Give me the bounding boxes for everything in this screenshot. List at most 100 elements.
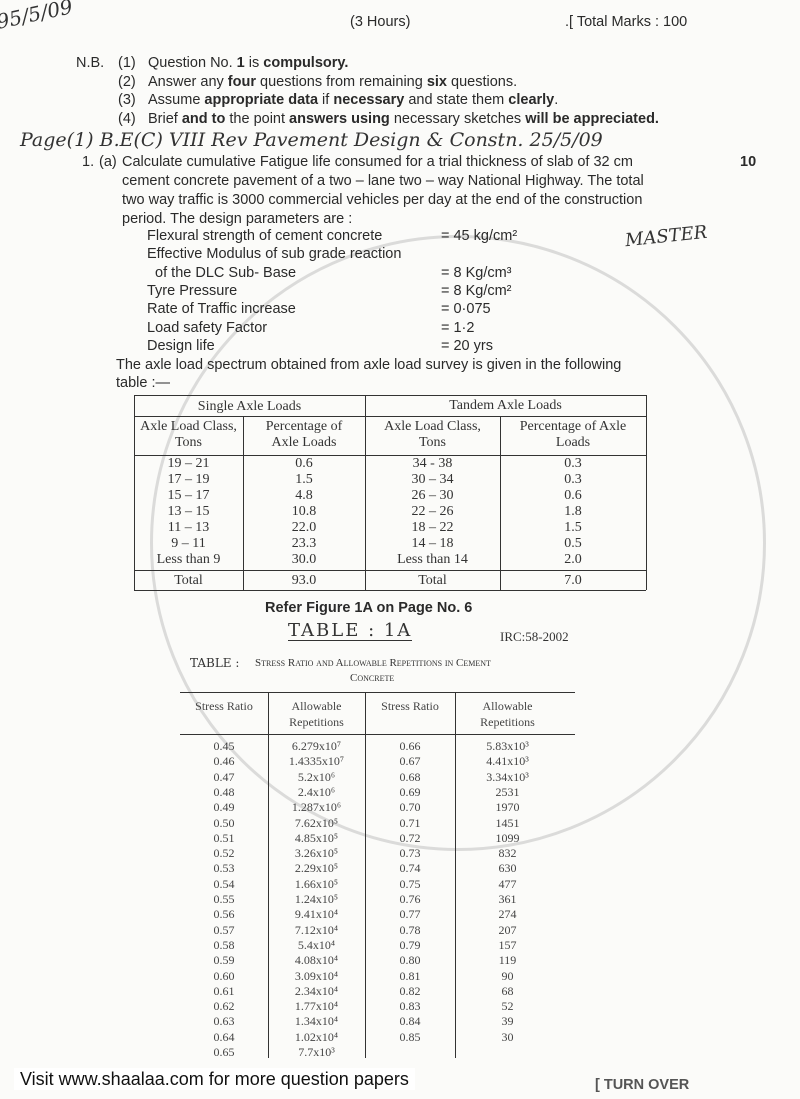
table-cell: 1.24x10⁵: [294, 892, 339, 906]
table-cell: 0.46: [213, 754, 235, 769]
table-cell: 2.29x10⁵: [294, 861, 339, 876]
question-line: period. The design parameters are :: [122, 211, 353, 227]
nb-label: N.B.: [76, 55, 105, 71]
table-cell: 2.0: [564, 552, 582, 567]
table-cell: 22 – 26: [411, 504, 454, 519]
question-marks: 10: [740, 154, 757, 170]
table-cell: 23.3: [291, 536, 317, 551]
table-cell: 14 – 18: [411, 536, 454, 551]
table-1a-label: TABLE : 1A: [288, 620, 413, 641]
question-line: Calculate cumulative Fatigue life consum…: [122, 154, 633, 170]
table-cell: 0.49: [213, 800, 235, 815]
column-header: Tons: [174, 435, 203, 450]
parameter-label: Design life: [147, 337, 215, 354]
table-cell: 0.75: [399, 876, 421, 891]
table-cell: 68: [501, 983, 514, 998]
parameter-label: Effective Modulus of sub grade reaction: [147, 246, 402, 263]
table-cell: 832: [498, 846, 517, 861]
table-cell: 39: [501, 1014, 514, 1029]
column-header: Repetitions: [289, 715, 344, 729]
instruction-text: Answer any four questions from remaining…: [148, 73, 518, 90]
table-rule: [134, 416, 646, 417]
table-cell: 0.57: [213, 922, 235, 937]
instruction-text: Question No. 1 is compulsory.: [148, 56, 348, 71]
table-cell: 0.60: [213, 968, 235, 983]
table-cell: 0.54: [213, 876, 235, 891]
instruction-fragment: clearly: [508, 92, 555, 108]
table-cell: 0.64: [213, 1029, 235, 1044]
table-cell: 34 - 38: [412, 456, 453, 471]
table-cell: 1970: [495, 800, 520, 815]
table-cell: 0.58: [213, 937, 235, 952]
table-cell: 0.3: [564, 456, 582, 471]
column-header: Tons: [418, 435, 447, 450]
footer-link[interactable]: Visit www.shaalaa.com for more question …: [14, 1068, 415, 1090]
table-cell: 0.47: [213, 769, 235, 784]
stress-table-prefix: TABLE :: [190, 656, 240, 670]
instruction-fragment: six: [426, 73, 448, 90]
table-rule: [180, 692, 575, 693]
table-cell: 0.82: [399, 983, 421, 998]
table-cell: 207: [498, 922, 517, 937]
table-cell: 4.8: [295, 488, 313, 503]
table-cell: 0.51: [213, 830, 235, 845]
question-line: table :—: [116, 375, 170, 391]
column-header: Allowable: [291, 699, 342, 713]
table-cell: 7.62x10⁵: [294, 815, 339, 830]
table-cell: 0.79: [399, 937, 421, 952]
table-cell: 0.55: [213, 892, 235, 906]
question-line: two way traffic is 3000 commercial vehic…: [122, 192, 643, 208]
table-cell: 18 – 22: [411, 520, 454, 535]
parameter-value: = 8 Kg/cm³: [441, 264, 512, 281]
table-cell: 2531: [495, 784, 520, 799]
table-cell: 17 – 19: [167, 472, 210, 487]
instruction-fragment: questions.: [447, 73, 518, 90]
table-cell: 119: [498, 953, 517, 968]
parameter-value: = 1·2: [441, 319, 475, 336]
parameter-label: Tyre Pressure: [147, 282, 238, 299]
table-cell: 0.67: [399, 754, 421, 769]
question-line: cement concrete pavement of a two – lane…: [122, 173, 644, 189]
table-cell: 0.74: [399, 861, 421, 876]
instruction-fragment: the point: [229, 110, 286, 127]
watermark-circle: [150, 235, 766, 851]
column-header: Axle Load Class,: [384, 419, 481, 434]
table-cell: 0.84: [399, 1014, 421, 1029]
table-cell: 90: [501, 968, 514, 983]
table-cell: 0.63: [213, 1014, 235, 1029]
column-header: Axle Loads: [271, 435, 337, 450]
instruction-number: (3): [118, 92, 136, 108]
table-cell: 1.02x10⁴: [294, 1029, 339, 1044]
instruction-fragment: if: [318, 92, 334, 108]
handwritten-code: 95/5/09: [0, 0, 75, 34]
total-cell: Total: [174, 573, 203, 588]
column-header: Stress Ratio: [381, 699, 439, 713]
table-cell: 3.34x10³: [486, 769, 529, 784]
table-rule: [365, 395, 366, 590]
table-cell: 0.6: [295, 456, 313, 471]
table-cell: 1099: [495, 830, 520, 845]
handwritten-note: Page(1) B.E(C) VIII Rev Pavement Design …: [20, 129, 603, 151]
table-cell: 1.8: [564, 504, 582, 519]
table-cell: 1.5: [564, 520, 582, 535]
instruction-fragment: necessary sketches: [393, 110, 522, 127]
instruction-fragment: and to: [177, 110, 230, 127]
table-rule: [500, 416, 501, 590]
table-cell: 7.7x10³: [298, 1045, 335, 1059]
table-cell: 0.59: [213, 953, 235, 968]
table-cell: 4.41x10³: [486, 754, 529, 769]
instruction-fragment: Question No.: [148, 55, 237, 71]
table-cell: 1451: [495, 815, 520, 830]
column-header: Stress Ratio: [195, 699, 253, 713]
table-cell: 0.48: [213, 784, 235, 799]
table-cell: 0.85: [399, 1029, 421, 1044]
stress-table-title-2: Concrete: [350, 672, 395, 684]
table-rule: [134, 455, 646, 456]
parameter-value: = 8 Kg/cm²: [441, 282, 512, 299]
table-cell: 0.61: [213, 983, 235, 998]
table-cell: 5.83x10³: [486, 739, 529, 753]
column-header: Allowable: [482, 699, 533, 713]
column-header: Axle Load Class,: [140, 419, 237, 434]
table-cell: 30.0: [291, 552, 317, 567]
table-cell: 1.4335x10⁷: [288, 754, 345, 769]
